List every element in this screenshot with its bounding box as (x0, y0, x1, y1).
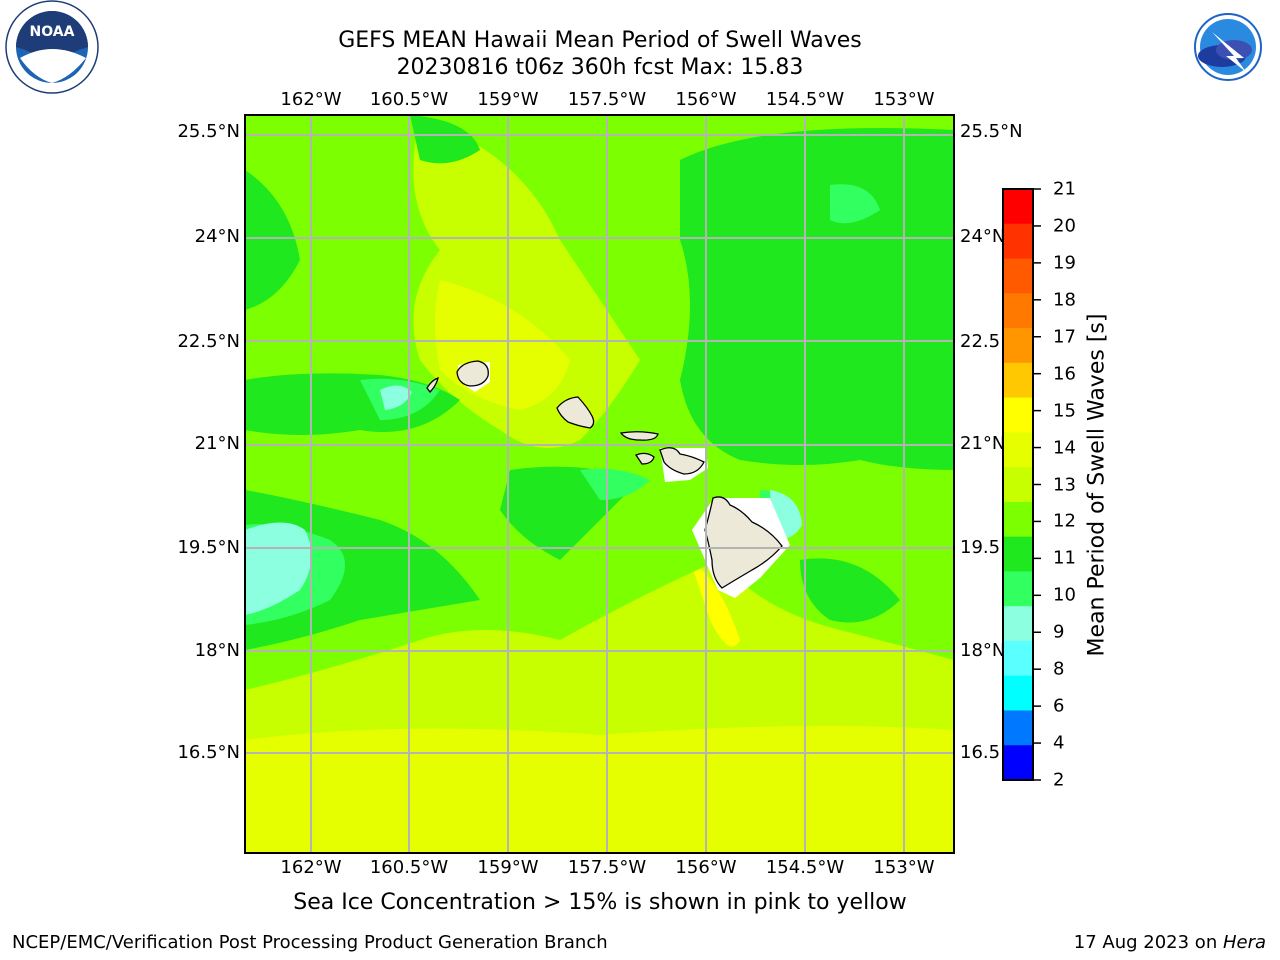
colorbar-band (1003, 328, 1033, 364)
lon-label-bottom: 159°W (477, 857, 539, 878)
band-10-11-molokai (580, 468, 650, 500)
colorbar-band (1003, 223, 1033, 260)
colorbar-frame (1002, 188, 1034, 781)
colorbar-tick-label: 20 (1053, 215, 1076, 237)
lat-label-right: 21°N (960, 433, 1006, 454)
colorbar-tick-label: 14 (1053, 437, 1076, 459)
lat-label-left: 18°N (194, 640, 240, 661)
colorbar-tick-label: 18 (1053, 289, 1076, 311)
colorbar-tick-label: 16 (1053, 363, 1076, 385)
swell-period-field (245, 115, 954, 853)
host-name: Hera (1222, 932, 1266, 953)
colorbar-tick-label: 6 (1053, 695, 1065, 717)
band-14-15-south (245, 726, 954, 853)
island-lanai (635, 452, 655, 465)
colorbar-tick-label: 15 (1053, 400, 1076, 422)
lon-label-top: 154.5°W (765, 89, 845, 110)
colorbar-tick-label: 13 (1053, 474, 1076, 495)
lon-label-top: 153°W (873, 89, 935, 110)
band-11-12-southeast (800, 558, 900, 623)
date-host-credit: 17 Aug 2023 on Hera (1074, 932, 1266, 953)
band-10-11-northeast (830, 184, 880, 224)
colorbar-tick-label: 17 (1053, 326, 1076, 348)
island-molokai (619, 431, 659, 441)
colorbar-band (1003, 606, 1033, 642)
colorbar-tick-label: 2 (1053, 769, 1065, 791)
island-maui (659, 447, 705, 475)
nws-logo-icon (1182, 1, 1274, 93)
colorbar-band (1003, 536, 1033, 572)
colorbar-tick-label: 9 (1053, 621, 1065, 643)
hawaiian-islands (426, 360, 783, 589)
lat-label-right: 18°N (960, 640, 1006, 661)
colorbar-band (1003, 640, 1033, 677)
colorbar-band (1003, 745, 1033, 781)
band-15-16-lee (690, 560, 740, 647)
lon-label-bottom: 162°W (280, 857, 342, 878)
map-subtitle: 20230816 t06z 360h fcst Max: 15.83 (396, 55, 804, 80)
lat-label-right: 16.5 (960, 742, 1001, 763)
lon-label-top: 156°W (675, 89, 737, 110)
lon-label-top: 160.5°W (369, 89, 449, 110)
colorbar-band (1003, 258, 1033, 294)
colorbar-band (1003, 571, 1033, 607)
lon-label-top: 162°W (280, 89, 342, 110)
band-9-10-kauai (380, 385, 412, 410)
colorbar-band (1003, 189, 1033, 225)
lat-label-left: 22.5°N (177, 331, 240, 352)
lon-label-bottom: 160.5°W (369, 857, 449, 878)
band-9-10-west (245, 522, 312, 615)
colorbar-band (1003, 501, 1033, 538)
colorbar-tick-label: 12 (1053, 510, 1076, 532)
colorbar (1003, 188, 1041, 781)
lat-label-right: 25.5°N (960, 121, 1023, 142)
lon-label-bottom: 153°W (873, 857, 935, 878)
colorbar-band (1003, 293, 1033, 329)
colorbar-tick-label: 19 (1053, 252, 1076, 274)
colorbar-band (1003, 467, 1033, 503)
lat-label-right: 19.5 (960, 537, 1001, 558)
colorbar-tick-label: 21 (1053, 178, 1076, 200)
lat-label-left: 24°N (194, 226, 240, 247)
island-oahu (556, 396, 595, 429)
colorbar-band (1003, 710, 1033, 746)
colorbar-title: Mean Period of Swell Waves [s] (1084, 313, 1110, 657)
lat-label-left: 16.5°N (177, 742, 240, 763)
lon-label-bottom: 157.5°W (567, 857, 647, 878)
lon-label-top: 159°W (477, 89, 539, 110)
colorbar-band (1003, 675, 1033, 711)
lat-label-left: 21°N (194, 433, 240, 454)
producer-credit: NCEP/EMC/Verification Post Processing Pr… (12, 932, 608, 953)
lat-label-left: 19.5°N (177, 537, 240, 558)
lon-label-bottom: 154.5°W (765, 857, 845, 878)
island-niihau (426, 377, 439, 393)
lon-label-bottom: 156°W (675, 857, 737, 878)
map-title: GEFS MEAN Hawaii Mean Period of Swell Wa… (338, 28, 862, 53)
map-gridlines (245, 115, 954, 853)
band-11-12-east (680, 128, 954, 470)
map-frame (244, 114, 955, 854)
colorbar-tick-label: 10 (1053, 584, 1076, 606)
colorbar-tick-label: 11 (1053, 547, 1076, 569)
lat-label-right: 22.5 (960, 331, 1001, 352)
colorbar-band (1003, 432, 1033, 468)
band-11-12-north (410, 115, 480, 164)
island-kauai (456, 360, 489, 387)
noaa-logo-icon: NOAA (5, 0, 99, 94)
lat-label-left: 25.5°N (177, 121, 240, 142)
date-text: 17 Aug 2023 on (1073, 932, 1223, 953)
band-11-12-northwest (245, 170, 300, 310)
lat-label-right: 24°N (960, 226, 1006, 247)
colorbar-tick-label: 4 (1053, 732, 1065, 754)
colorbar-tick-label: 8 (1053, 658, 1065, 680)
lon-label-top: 157.5°W (567, 89, 647, 110)
colorbar-band (1003, 362, 1033, 399)
sea-ice-footnote: Sea Ice Concentration > 15% is shown in … (293, 890, 907, 915)
colorbar-band (1003, 397, 1033, 433)
noaa-logo-text: NOAA (30, 24, 75, 40)
